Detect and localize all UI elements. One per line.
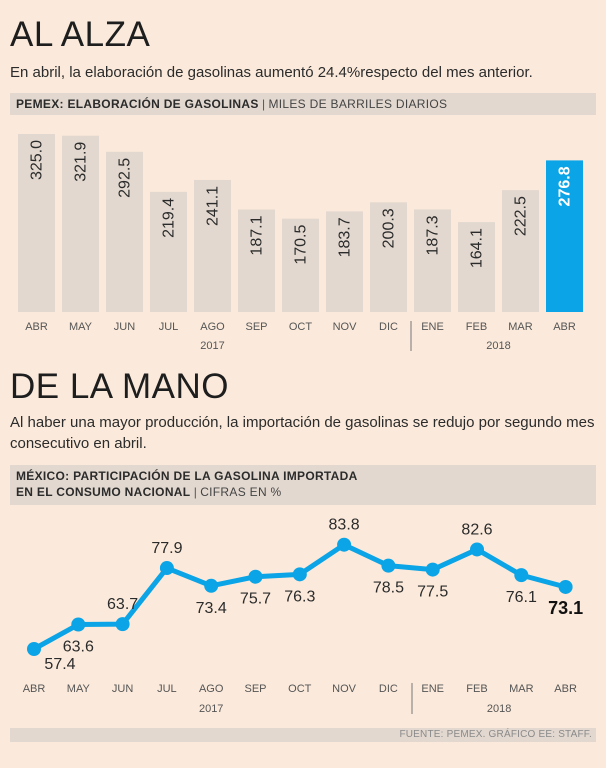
bar: [194, 179, 231, 312]
data-point: [27, 642, 41, 656]
bar-value-label: 187.1: [249, 215, 266, 255]
x-tick-label: FEB: [466, 321, 487, 333]
chart2-header: MÉXICO: PARTICIPACIÓN DE LA GASOLINA IMP…: [10, 465, 596, 505]
bar: [238, 209, 275, 312]
data-point: [204, 578, 219, 593]
point-value-label: 73.4: [196, 600, 227, 617]
section2-title: DE LA MANO: [10, 367, 229, 406]
point-value-label: 77.9: [151, 540, 182, 557]
bar: [150, 191, 187, 312]
year-label: 2017: [199, 703, 223, 715]
x-tick-label: JUL: [157, 683, 177, 695]
chart1-header: PEMEX: ELABORACIÓN DE GASOLINAS | MILES …: [10, 93, 596, 115]
x-tick-label: OCT: [288, 683, 312, 695]
x-tick-label: SEP: [245, 321, 267, 333]
bar: [326, 211, 363, 312]
x-tick-label: AGO: [200, 321, 225, 333]
source-note: FUENTE: PEMEX. GRÁFICO EE: STAFF.: [399, 729, 592, 740]
point-value-label: 76.3: [284, 588, 315, 605]
point-value-label: 57.4: [44, 656, 75, 673]
data-point: [558, 579, 573, 594]
x-tick-label: JUL: [159, 321, 179, 333]
series-line: [32, 542, 567, 652]
x-tick-label: SEP: [244, 683, 266, 695]
x-tick-label: NOV: [333, 321, 358, 333]
x-tick-label: ABR: [23, 683, 46, 695]
data-point: [381, 558, 396, 573]
data-point: [248, 569, 263, 584]
year-label: 2018: [487, 703, 511, 715]
bar: [370, 202, 407, 312]
bar-value-label: 164.1: [469, 228, 486, 268]
x-tick-label: NOV: [332, 683, 357, 695]
section2-subtitle: Al haber una mayor producción, la import…: [10, 414, 595, 452]
x-tick-label: ABR: [25, 321, 48, 333]
x-tick-label: MAY: [69, 321, 93, 333]
bar-value-label: 187.3: [425, 215, 442, 255]
bar-value-label: 219.4: [161, 198, 178, 238]
point-value-label: 73.1: [548, 598, 583, 618]
data-point: [159, 561, 174, 576]
x-tick-label: JUN: [114, 321, 135, 333]
data-point: [292, 567, 307, 582]
x-tick-label: DIC: [379, 321, 398, 333]
bar-value-label: 292.5: [117, 158, 134, 198]
bar: [414, 209, 451, 312]
bar-chart: 325.0 ABR 321.9 MAY 292.5 JUN 219.4 JUL 241.1 AGO…: [18, 134, 583, 352]
bar-value-label: 321.9: [73, 142, 90, 182]
chart1-header-unit: MILES DE BARRILES DIARIOS: [268, 97, 448, 111]
point-value-label: 77.5: [417, 584, 448, 601]
bar: [106, 151, 143, 312]
data-point: [115, 617, 130, 632]
x-tick-label: MAR: [508, 321, 533, 333]
bar-value-label: 200.3: [381, 208, 398, 248]
section1-subtitle: En abril, la elaboración de gasolinas au…: [10, 64, 533, 81]
point-value-label: 63.6: [63, 639, 94, 656]
data-point: [71, 617, 86, 632]
x-tick-label: OCT: [289, 321, 313, 333]
x-tick-label: ENE: [421, 683, 444, 695]
bar-value-label: 241.1: [205, 186, 222, 226]
year-label: 2017: [200, 340, 224, 352]
x-tick-label: MAY: [67, 683, 91, 695]
x-tick-label: ENE: [421, 321, 444, 333]
bar-value-label: 276.8: [557, 166, 574, 206]
chart2-header-title-line1: MÉXICO: PARTICIPACIÓN DE LA GASOLINA IMP…: [16, 469, 358, 483]
point-value-label: 75.7: [240, 591, 271, 608]
data-point: [337, 537, 352, 552]
bar-value-label: 170.5: [293, 225, 310, 265]
point-value-label: 76.1: [506, 589, 537, 606]
point-value-label: 63.7: [107, 596, 138, 613]
chart2-header-title-line2: EN EL CONSUMO NACIONAL: [16, 485, 191, 499]
bar-value-label: 222.5: [513, 196, 530, 236]
bar-value-label: 183.7: [337, 217, 354, 257]
x-tick-label: JUN: [112, 683, 133, 695]
bar-value-label: 325.0: [29, 140, 46, 180]
bar: [282, 218, 319, 312]
x-tick-label: FEB: [466, 683, 487, 695]
header-separator: |: [193, 485, 197, 499]
year-label: 2018: [486, 340, 510, 352]
chart2-header-unit: CIFRAS EN %: [200, 485, 282, 499]
bar: [502, 190, 539, 312]
bar: [62, 135, 99, 312]
x-tick-label: MAR: [509, 683, 534, 695]
chart1-header-title: PEMEX: ELABORACIÓN DE GASOLINAS: [16, 97, 259, 111]
point-value-label: 83.8: [329, 517, 360, 534]
bar: [546, 160, 583, 312]
data-point: [470, 542, 484, 557]
x-tick-label: ABR: [553, 321, 576, 333]
x-tick-label: DIC: [379, 683, 398, 695]
bar: [458, 222, 495, 312]
point-value-label: 78.5: [373, 580, 404, 597]
header-separator: |: [262, 97, 266, 111]
bar: [18, 134, 55, 312]
x-tick-label: AGO: [199, 683, 224, 695]
x-tick-label: ABR: [554, 683, 577, 695]
footer: FUENTE: PEMEX. GRÁFICO EE: STAFF.: [10, 728, 596, 742]
point-value-label: 82.6: [461, 521, 492, 538]
section1-title: AL ALZA: [10, 15, 151, 54]
data-point: [425, 562, 440, 577]
data-point: [514, 568, 529, 583]
